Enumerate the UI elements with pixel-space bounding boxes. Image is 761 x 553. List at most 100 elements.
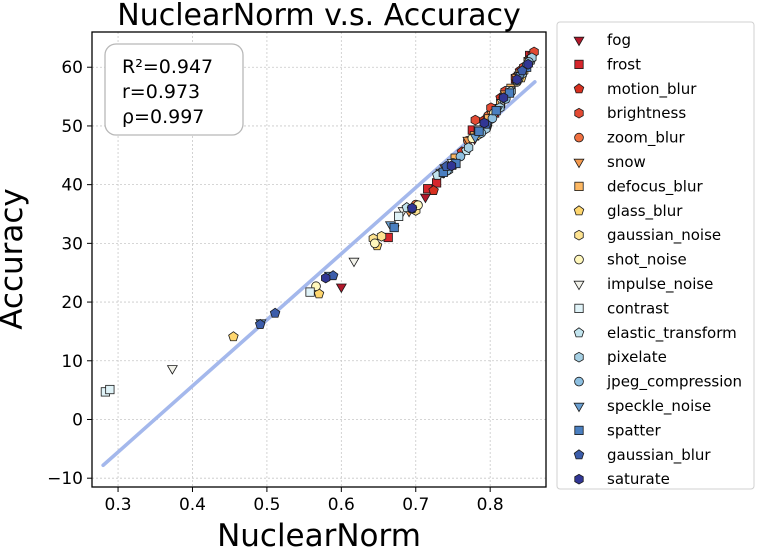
legend-marker bbox=[574, 425, 584, 436]
series-saturate bbox=[321, 58, 533, 284]
chart-title: NuclearNorm v.s. Accuracy bbox=[117, 0, 520, 33]
legend-item: impulse_noise bbox=[573, 275, 713, 294]
x-tick-label: 0.3 bbox=[105, 495, 132, 515]
legend-item: pixelate bbox=[574, 348, 667, 366]
legend-marker bbox=[574, 351, 584, 363]
legend-label: gaussian_noise bbox=[607, 226, 721, 245]
data-point bbox=[305, 287, 315, 297]
legend-label: shot_noise bbox=[607, 251, 687, 270]
data-point bbox=[470, 114, 480, 126]
legend-label: gaussian_blur bbox=[607, 446, 711, 465]
data-point bbox=[321, 272, 331, 284]
legend-item: defocus_blur bbox=[574, 177, 703, 196]
data-point bbox=[327, 270, 339, 281]
legend-item: fog bbox=[573, 31, 631, 49]
legend-item: elastic_transform bbox=[573, 324, 737, 343]
legend-item: speckle_noise bbox=[573, 397, 711, 416]
legend: fog frost motion_blur brightness zoom_blursn… bbox=[556, 21, 755, 490]
data-point bbox=[228, 331, 239, 342]
legend-item: jpeg_compression bbox=[574, 373, 742, 392]
legend-marker bbox=[574, 229, 584, 241]
data-points bbox=[100, 46, 539, 397]
legend-marker bbox=[574, 473, 584, 485]
x-tick-label: 0.7 bbox=[402, 495, 429, 515]
data-point bbox=[254, 318, 266, 329]
y-tick-label: 50 bbox=[61, 117, 83, 137]
legend-item: glass_blur bbox=[573, 202, 683, 221]
legend-marker bbox=[574, 181, 584, 191]
legend-marker bbox=[574, 59, 584, 70]
legend-label: impulse_noise bbox=[607, 275, 713, 294]
fit-line bbox=[101, 80, 537, 468]
legend-item: shot_noise bbox=[574, 251, 687, 270]
x-tick-label: 0.8 bbox=[477, 495, 504, 515]
stats-box: R²=0.947 r=0.973 ρ=0.997 bbox=[104, 43, 244, 136]
legend-marker bbox=[573, 449, 585, 460]
data-point bbox=[446, 160, 457, 172]
data-point bbox=[370, 238, 380, 249]
y-tick-label: −10 bbox=[47, 469, 83, 489]
y-tick-label: 60 bbox=[61, 58, 83, 78]
x-axis-title: NuclearNorm bbox=[217, 518, 421, 553]
legend-marker bbox=[573, 83, 585, 94]
legend-marker bbox=[574, 303, 584, 314]
legend-label: motion_blur bbox=[607, 80, 697, 99]
data-point bbox=[516, 65, 528, 76]
legend-marker bbox=[573, 205, 585, 216]
data-point bbox=[512, 74, 522, 85]
legend-item: gaussian_blur bbox=[573, 446, 711, 465]
data-point bbox=[474, 126, 484, 136]
legend-item: motion_blur bbox=[573, 80, 697, 99]
legend-marker bbox=[573, 402, 585, 413]
stat-rho: ρ=0.997 bbox=[122, 106, 204, 128]
legend-label: contrast bbox=[607, 299, 669, 317]
y-axis-title: Accuracy bbox=[0, 188, 30, 330]
y-tick-label: 0 bbox=[72, 410, 83, 430]
legend-marker bbox=[573, 280, 585, 291]
plot-frame bbox=[91, 31, 547, 488]
legend-item: zoom_blur bbox=[574, 129, 686, 148]
legend-marker bbox=[574, 376, 584, 387]
legend-label: speckle_noise bbox=[607, 397, 711, 416]
data-point bbox=[105, 384, 115, 395]
data-point bbox=[313, 288, 325, 299]
data-point bbox=[504, 88, 515, 98]
legend-frame bbox=[556, 21, 755, 490]
legend-label: elastic_transform bbox=[607, 324, 737, 343]
data-point bbox=[479, 117, 489, 129]
legend-item: spatter bbox=[574, 421, 662, 439]
legend-label: spatter bbox=[607, 421, 662, 439]
legend-marker bbox=[573, 158, 585, 169]
data-point bbox=[166, 365, 178, 375]
data-point bbox=[376, 230, 387, 242]
x-tick-label: 0.5 bbox=[253, 495, 280, 515]
data-point bbox=[394, 211, 404, 221]
data-point bbox=[463, 142, 474, 154]
legend-item: snow bbox=[573, 153, 646, 171]
legend-marker bbox=[573, 327, 585, 338]
stat-r2: R²=0.947 bbox=[122, 56, 213, 78]
legend-item: contrast bbox=[574, 299, 669, 317]
legend-label: pixelate bbox=[607, 348, 667, 366]
legend-label: zoom_blur bbox=[607, 129, 686, 148]
data-point bbox=[491, 106, 501, 116]
y-tick-label: 40 bbox=[61, 176, 83, 196]
data-point bbox=[498, 92, 509, 104]
legend-label: defocus_blur bbox=[607, 177, 703, 196]
legend-label: snow bbox=[607, 153, 646, 171]
axis-ticks: 0.3 0.4 0.5 0.6 0.7 0.8 −10 0 10 20 30 40 50 60 bbox=[47, 58, 504, 515]
x-tick-label: 0.6 bbox=[328, 495, 355, 515]
data-point bbox=[348, 257, 360, 268]
stats-box-frame bbox=[104, 43, 244, 136]
legend-marker bbox=[574, 132, 584, 143]
data-point bbox=[419, 193, 431, 204]
data-point bbox=[428, 185, 439, 195]
legend-entries: fog frost motion_blur brightness zoom_blursn… bbox=[573, 31, 742, 488]
legend-item: gaussian_noise bbox=[574, 226, 721, 245]
legend-label: brightness bbox=[607, 104, 686, 122]
y-tick-label: 30 bbox=[61, 234, 83, 254]
legend-marker bbox=[574, 107, 584, 119]
data-point bbox=[269, 307, 281, 318]
legend-item: frost bbox=[574, 55, 641, 73]
